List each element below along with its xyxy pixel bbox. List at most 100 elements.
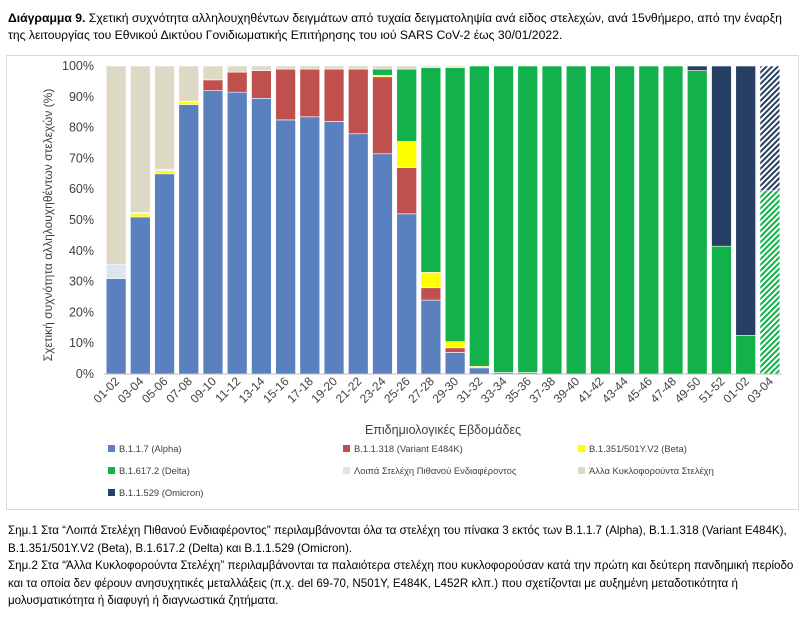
bar-segment-25-26-s1 xyxy=(396,167,417,215)
bar-segment-23-24-s3 xyxy=(372,68,393,76)
x-axis-title: Επιδημιολογικές Εβδομάδες xyxy=(365,423,521,437)
x-tick-label: 43-44 xyxy=(599,374,631,406)
x-tick-label: 03-04 xyxy=(744,374,776,406)
legend-swatch xyxy=(343,467,350,474)
bar-segment-03-04-s0 xyxy=(130,216,151,375)
x-tick-label: 03-04 xyxy=(115,374,147,406)
bar-segment-37-38-s3 xyxy=(541,65,563,375)
bar-segment-29-30-s5 xyxy=(444,65,466,68)
bar-segment-09-10-s1 xyxy=(202,79,224,91)
legend-label: B.1.1.318 (Variant E484K) xyxy=(354,443,463,454)
chart-title-text: Σχετική συχνότητα αλληλουχηθέντων δειγμά… xyxy=(8,11,782,42)
x-tick-label: 17-18 xyxy=(284,374,316,406)
legend-label: Λοιπά Στελέχη Πιθανού Ενδιαφέροντος xyxy=(354,465,517,476)
bar-segment-35-36-s3 xyxy=(517,65,538,373)
bar-segment-23-24-s1 xyxy=(372,76,393,155)
bar-segment-09-10-s5 xyxy=(202,65,224,81)
legend-swatch xyxy=(108,467,115,474)
bar-segment-15-16-s0 xyxy=(275,119,296,375)
x-tick-label: 45-46 xyxy=(623,374,655,406)
bar-segment-21-22-s1 xyxy=(348,68,369,135)
legend-swatch xyxy=(108,445,115,452)
bar-segment-05-06-s0 xyxy=(154,173,175,375)
bar-segment-03-04-s6 xyxy=(759,65,781,192)
legend-label: B.1.351/501Y.V2 (Beta) xyxy=(589,443,687,454)
bar-segment-25-26-s0 xyxy=(396,213,417,375)
x-tick-label: 09-10 xyxy=(188,374,220,406)
bar-segment-45-46-s3 xyxy=(638,65,660,375)
bar-segment-17-18-s1 xyxy=(299,68,321,118)
bar-segment-33-34-s3 xyxy=(493,65,514,373)
x-tick-label: 33-34 xyxy=(478,374,510,406)
bar-segment-19-20-s5 xyxy=(323,65,345,70)
x-tick-label: 31-32 xyxy=(454,374,486,406)
legend-swatch xyxy=(108,489,115,496)
bar-segment-49-50-s3 xyxy=(687,70,708,375)
bar-segment-01-02-s3 xyxy=(735,335,756,375)
x-tick-label: 13-14 xyxy=(236,374,268,406)
bar-segment-07-08-s2 xyxy=(178,101,199,105)
legend-label: Άλλα Κυκλοφορούντα Στελέχη xyxy=(589,465,714,476)
bar-segment-15-16-s5 xyxy=(275,65,296,70)
bar-segment-51-52-s6 xyxy=(711,65,732,247)
bar-segment-17-18-s5 xyxy=(299,65,321,70)
bar-segment-21-22-s5 xyxy=(348,65,369,70)
bar-segment-27-28-s3 xyxy=(420,67,442,273)
bar-segment-47-48-s3 xyxy=(662,65,684,375)
bar-segment-27-28-s2 xyxy=(420,272,442,289)
bar-segment-25-26-s3 xyxy=(396,68,417,142)
y-tick-label: 100% xyxy=(62,59,94,73)
bar-segment-03-04-s2 xyxy=(130,213,151,218)
bar-segment-05-06-s5 xyxy=(154,65,175,170)
bar-segment-01-02-s5 xyxy=(105,65,127,265)
bar-segment-25-26-s5 xyxy=(396,65,417,70)
y-axis-title: Σχετική συχνότητα αλληλουχηθέντων στελεχ… xyxy=(41,89,55,362)
legend-label: B.1.1.7 (Alpha) xyxy=(119,443,182,454)
bar-segment-09-10-s0 xyxy=(202,90,224,375)
x-tick-label: 35-36 xyxy=(502,374,534,406)
x-tick-label: 15-16 xyxy=(260,374,292,406)
legend-label: B.1.617.2 (Delta) xyxy=(119,465,190,476)
y-tick-label: 60% xyxy=(69,182,94,196)
x-tick-label: 25-26 xyxy=(381,374,413,406)
bar-segment-05-06-s2 xyxy=(154,170,175,175)
bar-segment-39-40-s3 xyxy=(565,65,587,375)
x-tick-label: 49-50 xyxy=(672,374,704,406)
legend-swatch xyxy=(343,445,350,452)
footnote-1: Σημ.1 Στα “Λοιπά Στελέχη Πιθανού Ενδιαφέ… xyxy=(8,524,787,555)
bar-segment-23-24-s0 xyxy=(372,153,393,375)
bar-segment-19-20-s1 xyxy=(323,68,345,122)
y-tick-label: 70% xyxy=(69,151,94,165)
bar-segment-21-22-s0 xyxy=(348,133,369,375)
bar-segment-49-50-s6 xyxy=(687,65,708,71)
x-tick-label: 27-28 xyxy=(405,374,437,406)
x-tick-label: 01-02 xyxy=(91,374,123,406)
bar-segment-19-20-s0 xyxy=(323,121,345,375)
x-tick-label: 01-02 xyxy=(720,374,752,406)
x-tick-label: 21-22 xyxy=(333,374,365,406)
y-tick-label: 90% xyxy=(69,90,94,104)
legend-swatch xyxy=(578,467,585,474)
x-tick-label: 37-38 xyxy=(527,374,559,406)
bar-segment-27-28-s1 xyxy=(420,287,442,301)
bar-segment-11-12-s5 xyxy=(226,65,248,73)
bar-segment-51-52-s3 xyxy=(711,245,732,375)
bar-segment-13-14-s5 xyxy=(251,65,272,71)
x-tick-label: 41-42 xyxy=(575,374,607,406)
bar-segment-07-08-s5 xyxy=(178,65,199,102)
bar-segment-29-30-s0 xyxy=(444,352,466,375)
bar-segment-07-08-s0 xyxy=(178,104,199,375)
bar-segment-11-12-s1 xyxy=(226,71,248,93)
x-tick-label: 23-24 xyxy=(357,374,389,406)
bar-segment-29-30-s1 xyxy=(444,347,466,353)
bar-segment-31-32-s3 xyxy=(469,65,490,367)
x-tick-label: 05-06 xyxy=(139,374,171,406)
footnote-2: Σημ.2 Στα “Άλλα Κυκλοφορούντα Στελέχη” π… xyxy=(8,559,794,607)
bar-segment-13-14-s0 xyxy=(251,98,272,375)
chart-title: Διάγραμμα 9. Σχετική συχνότητα αλληλουχη… xyxy=(8,10,798,44)
x-tick-label: 29-30 xyxy=(430,374,462,406)
bar-segment-23-24-s5 xyxy=(372,65,393,70)
bar-segment-01-02-s4 xyxy=(105,264,127,279)
legend-label: B.1.1.529 (Omicron) xyxy=(119,487,203,498)
bar-segment-29-30-s2 xyxy=(444,341,466,349)
